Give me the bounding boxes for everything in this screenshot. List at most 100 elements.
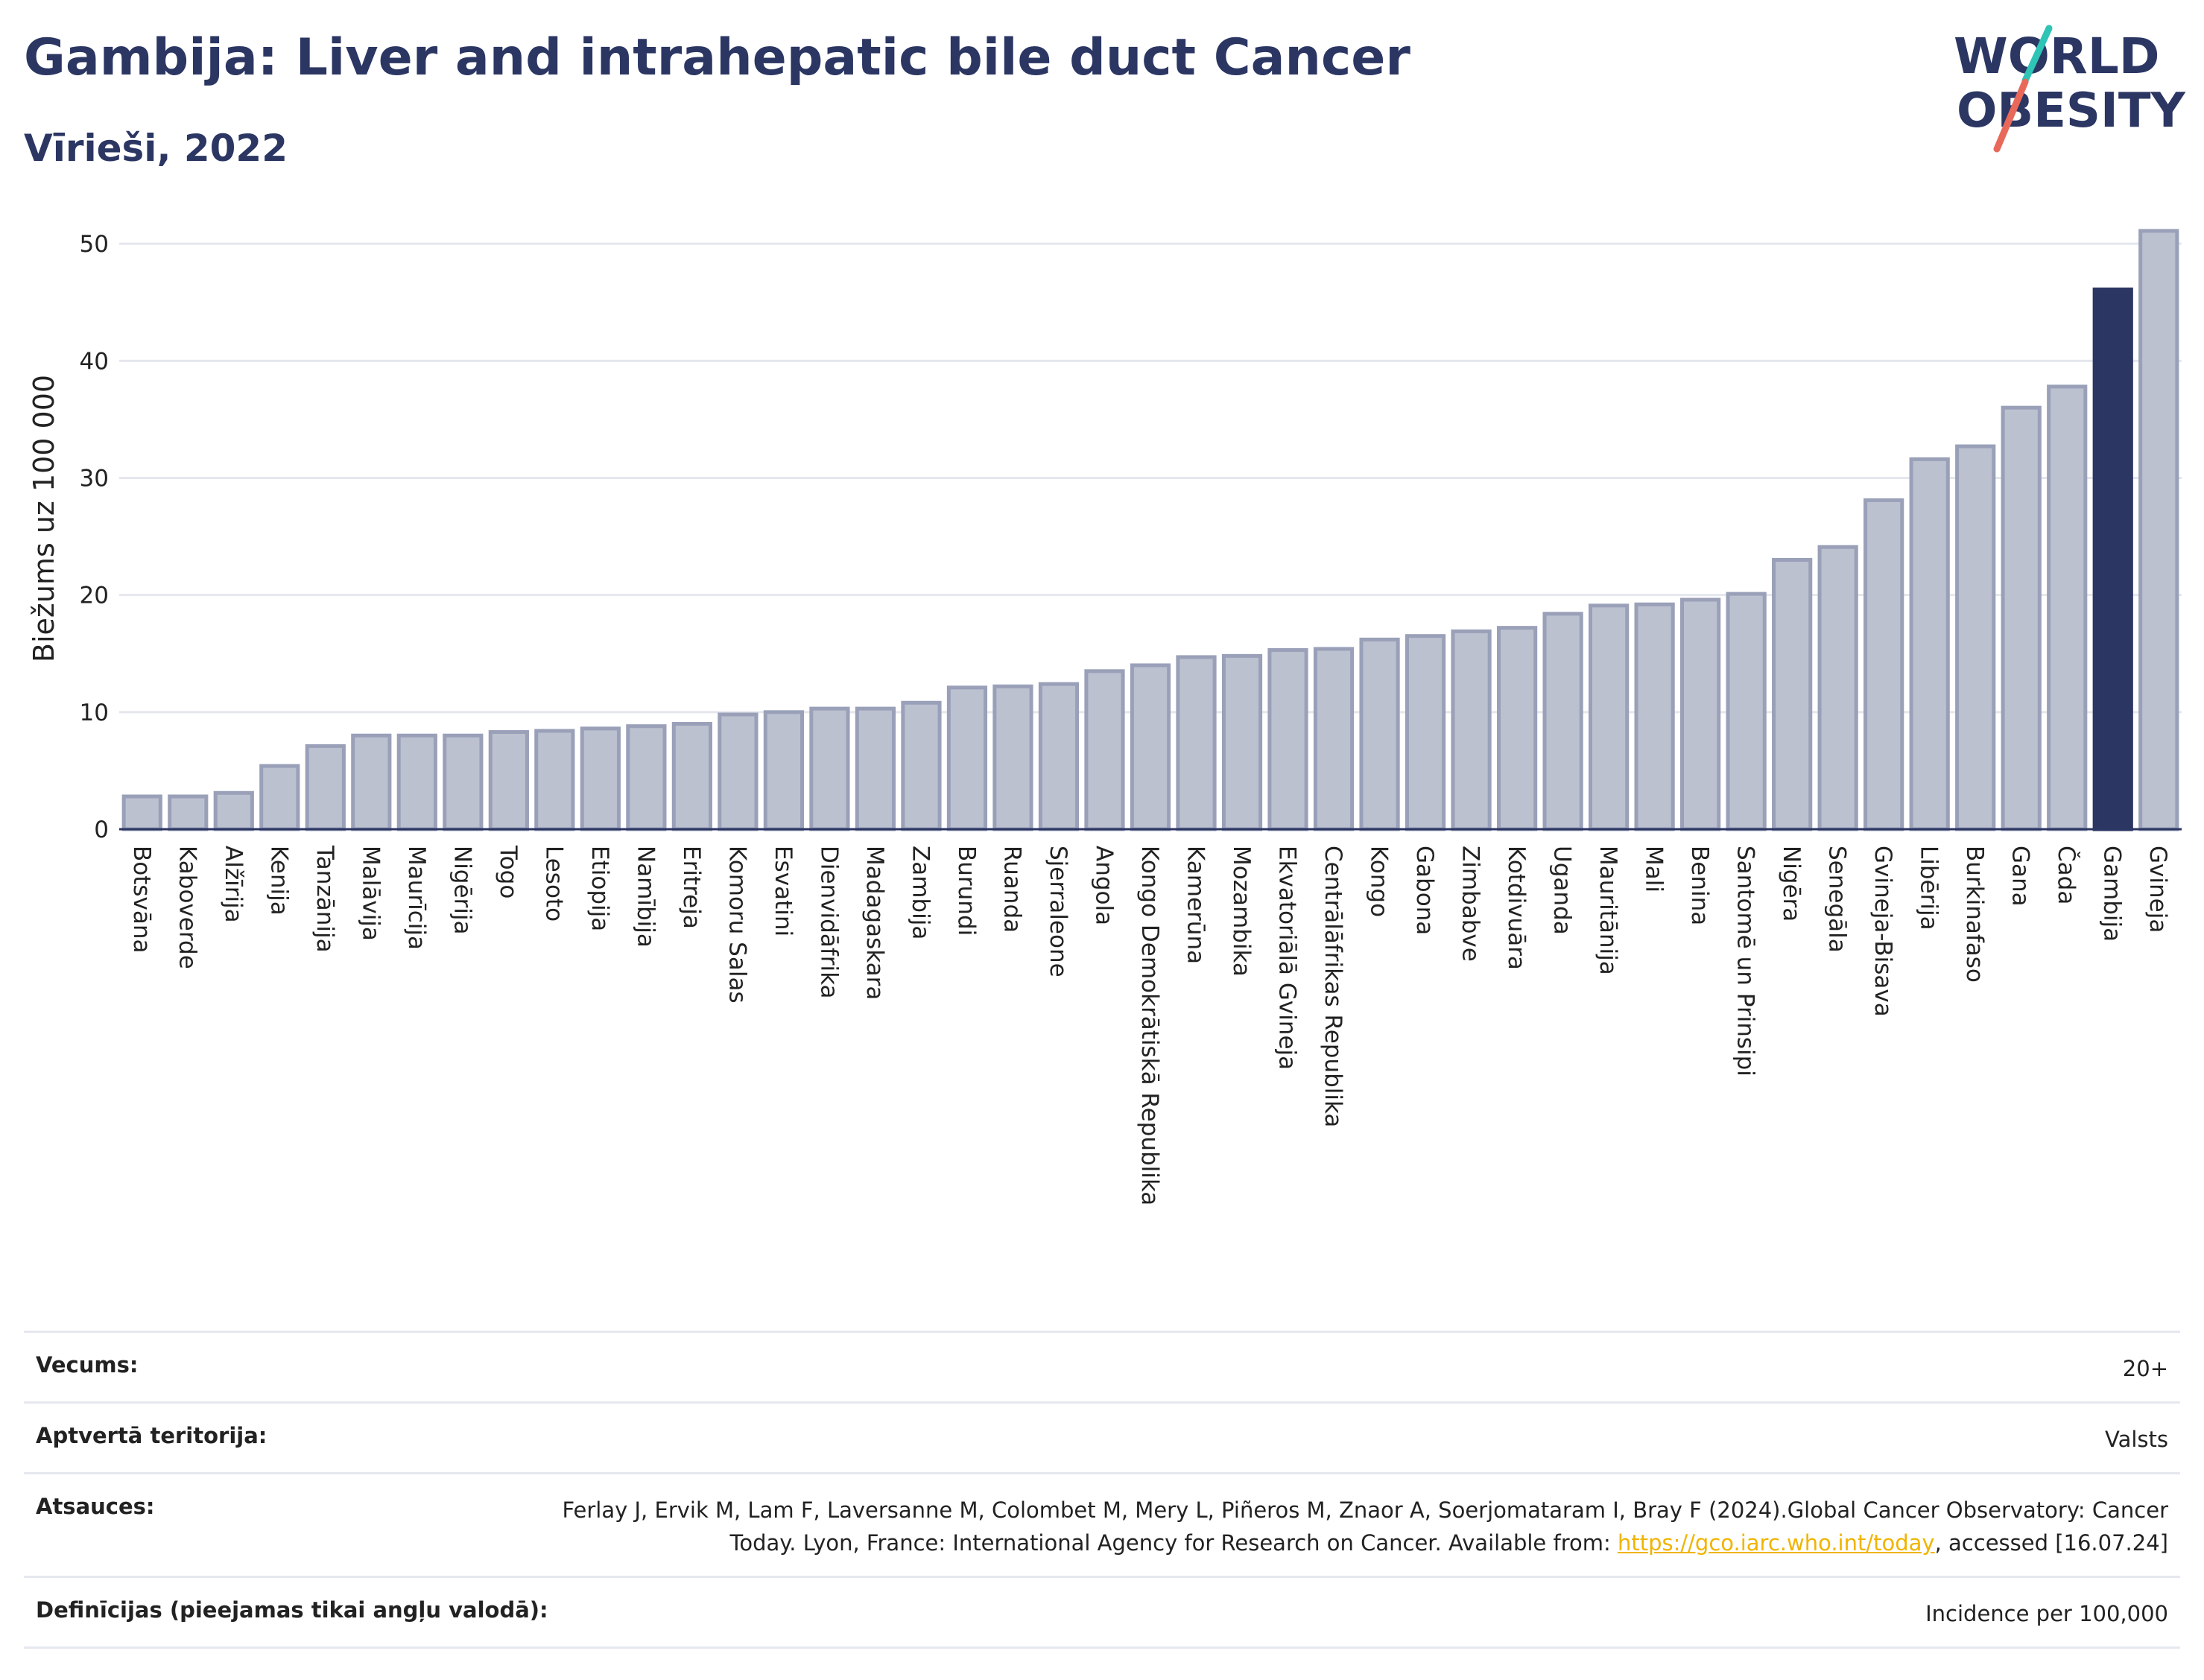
bar <box>1313 647 1355 831</box>
y-tick-label: 10 <box>80 700 109 726</box>
x-tick-label: Gana <box>2007 846 2034 907</box>
reference-accessed: , accessed [16.07.24] <box>1934 1530 2168 1556</box>
x-tick-label: Lesoto <box>540 846 567 922</box>
bar <box>1909 457 1950 831</box>
bar <box>580 726 621 831</box>
x-tick-label: Gvineja <box>2144 846 2171 933</box>
x-tick-label: Benina <box>1686 846 1713 925</box>
x-tick-label: Madagaskara <box>861 846 888 1000</box>
x-tick-label: Angola <box>1090 846 1117 925</box>
bar <box>1267 648 1308 831</box>
x-tick-label: Togo <box>495 845 522 898</box>
bar <box>1589 603 1630 831</box>
reference-link[interactable]: https://gco.iarc.who.int/today <box>1617 1530 1935 1556</box>
x-tick-label: Zambija <box>907 846 934 939</box>
info-label: Aptvertā teritorija: <box>36 1423 267 1448</box>
bar <box>2047 384 2088 831</box>
x-tick-label: Namībija <box>632 846 659 948</box>
x-tick-label: Kongo Demokrātiskā Republika <box>1136 846 1163 1205</box>
x-tick-label: Nigērija <box>449 846 475 935</box>
x-tick-label: Burundi <box>953 846 980 936</box>
x-tick-label: Centrālāfrikas Republika <box>1320 846 1346 1127</box>
x-tick-label: Gvineja-Bisava <box>1869 846 1896 1017</box>
bar <box>1955 444 1996 831</box>
x-tick-label: Kotdivuāra <box>1503 846 1530 970</box>
bar <box>626 724 667 831</box>
x-tick-label: Tanzānija <box>311 845 338 953</box>
bar <box>1405 634 1446 831</box>
info-value: 20+ <box>2122 1356 2168 1381</box>
info-value: Ferlay J, Ervik M, Lam F, Laversanne M, … <box>529 1494 2168 1559</box>
info-row-territory: Aptvertā teritorija: Valsts <box>24 1401 2180 1472</box>
info-row-definitions: Definīcijas (pieejamas tikai angļu valod… <box>24 1576 2180 1649</box>
x-tick-label: Kamerūna <box>1182 846 1209 964</box>
y-tick-label: 0 <box>94 817 109 843</box>
x-tick-label: Senegāla <box>1824 846 1851 953</box>
logo-word-obesity: OBESITY <box>1957 83 2185 139</box>
x-tick-label: Santomē un Prinsipi <box>1732 846 1759 1077</box>
info-value: Incidence per 100,000 <box>1925 1601 2168 1626</box>
y-tick-label: 50 <box>80 231 109 258</box>
x-tick-label: Maurīcija <box>403 846 430 950</box>
reference-text: Ferlay J, Ervik M, Lam F, Laversanne M, … <box>562 1497 2168 1556</box>
x-tick-label: Eritreja <box>678 846 705 929</box>
bar <box>992 684 1033 831</box>
bar <box>1359 637 1400 831</box>
x-tick-label: Komoru Salas <box>723 846 750 1004</box>
bar <box>1496 626 1538 831</box>
x-tick-label: Gabona <box>1411 846 1438 935</box>
bar <box>718 712 759 831</box>
x-tick-label: Gambija <box>2099 846 2126 942</box>
x-tick-label: Esvatini <box>770 846 797 936</box>
logo-word-world: WORLD <box>1954 28 2160 85</box>
bar <box>1130 663 1171 831</box>
bar <box>1451 629 1492 831</box>
bar <box>763 710 805 831</box>
x-tick-label: Nigēra <box>1778 846 1805 922</box>
y-tick-label: 40 <box>80 348 109 375</box>
bar <box>1038 682 1080 831</box>
bar <box>855 706 896 831</box>
bar <box>1084 669 1125 831</box>
x-tick-label: Sjerraleone <box>1045 846 1071 977</box>
world-obesity-logo: WORLD OBESITY <box>1954 25 2185 153</box>
x-tick-label: Dienvidāfrika <box>815 846 842 999</box>
bar <box>351 733 392 831</box>
x-tick-label: Malāvija <box>357 846 384 941</box>
logo-slash-coral <box>1993 78 2029 153</box>
bar <box>1634 602 1675 831</box>
info-label: Vecums: <box>36 1352 139 1378</box>
x-tick-label: Mali <box>1641 846 1668 893</box>
bar <box>671 722 712 831</box>
x-axis-ticks: Botsvāna Kaboverde Alžīrija Kenija Tanzānija… <box>128 845 2171 1205</box>
x-tick-label: Ruanda <box>998 846 1025 933</box>
x-tick-label: Etiopija <box>586 846 613 931</box>
x-tick-label: Čada <box>2053 846 2080 904</box>
bar <box>443 733 484 831</box>
bar <box>305 744 346 831</box>
bar <box>1772 558 1813 831</box>
bar-series <box>121 229 2179 831</box>
bar <box>1542 612 1583 831</box>
bar <box>901 700 942 831</box>
bar <box>946 685 988 831</box>
x-tick-label: Ekvatoriālā Gvineja <box>1274 846 1301 1070</box>
bar <box>1726 592 1767 831</box>
y-axis-ticks: 0 10 20 30 40 50 <box>80 231 109 843</box>
info-label: Atsauces: <box>36 1494 155 1519</box>
info-label: Definīcijas (pieejamas tikai angļu valod… <box>36 1597 548 1623</box>
x-tick-label: Kenija <box>265 846 292 916</box>
bar <box>2001 405 2042 831</box>
x-tick-label: Kaboverde <box>174 846 200 969</box>
chart-title: Gambija: Liver and intrahepatic bile duc… <box>24 28 1410 87</box>
info-row-references: Atsauces: Ferlay J, Ervik M, Lam F, Lave… <box>24 1472 2180 1576</box>
bar <box>1680 597 1721 831</box>
bar <box>396 733 437 831</box>
bar <box>534 729 575 831</box>
x-tick-label: Alžīrija <box>220 846 247 923</box>
logo-slash-teal <box>2021 25 2053 84</box>
chart-subtitle: Vīrieši, 2022 <box>24 127 288 170</box>
x-tick-label: Mozambika <box>1228 846 1255 977</box>
bar <box>259 764 300 831</box>
x-tick-label: Mauritānija <box>1595 846 1621 975</box>
